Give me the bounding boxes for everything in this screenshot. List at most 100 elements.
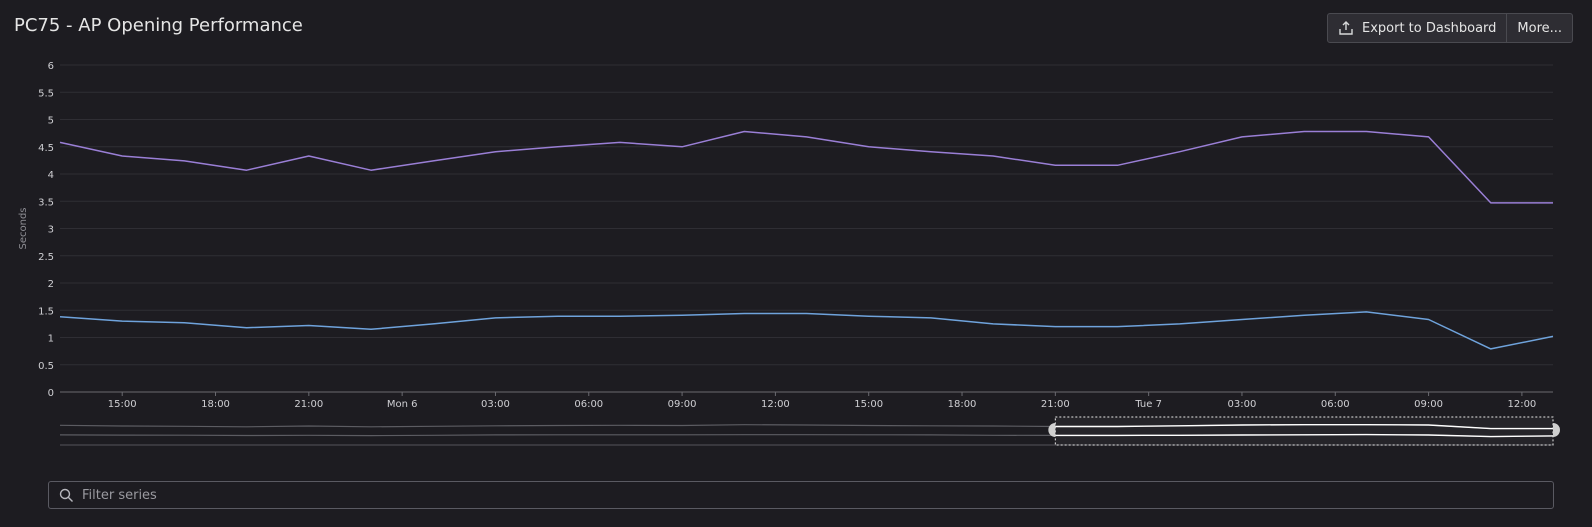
data-point: [307, 154, 311, 158]
export-to-dashboard-button[interactable]: Export to Dashboard: [1328, 14, 1506, 42]
y-tick-label: 6: [48, 61, 54, 72]
series-line-1: [59, 130, 1553, 204]
x-tick-label: Tue 7: [1134, 399, 1162, 410]
x-tick-label: 03:00: [481, 399, 510, 410]
data-point: [929, 316, 933, 320]
data-point: [1427, 318, 1431, 322]
y-tick-label: 2.5: [38, 252, 54, 263]
y-tick-label: 1.5: [38, 306, 54, 317]
x-tick-label: 18:00: [201, 399, 230, 410]
data-point: [1489, 201, 1493, 205]
data-point: [1302, 313, 1306, 317]
x-tick-label: 03:00: [1228, 399, 1257, 410]
navigator-strip: [60, 417, 1553, 445]
x-tick-label: 21:00: [1041, 399, 1070, 410]
data-point: [867, 314, 871, 318]
data-point: [1364, 129, 1368, 133]
x-tick-label: 15:00: [854, 399, 883, 410]
header-actions: Export to Dashboard More...: [1327, 13, 1574, 43]
y-tick-label: 4.5: [38, 143, 54, 154]
data-point: [805, 135, 809, 139]
data-point: [245, 326, 249, 330]
y-tick-label: 0: [48, 388, 54, 399]
filter-series-field[interactable]: [48, 481, 1554, 509]
data-point: [991, 154, 995, 158]
data-point: [369, 168, 373, 172]
y-tick-label: 3.5: [38, 197, 54, 208]
data-point: [307, 324, 311, 328]
data-point: [1178, 322, 1182, 326]
x-tick-label: Mon 6: [387, 399, 418, 410]
series-line-2: [59, 311, 1554, 350]
data-point: [680, 313, 684, 317]
data-point: [1116, 163, 1120, 167]
x-tick-label: 06:00: [574, 399, 603, 410]
x-tick-label: 09:00: [1414, 399, 1443, 410]
data-point: [1053, 325, 1057, 329]
data-point: [58, 315, 62, 319]
data-point: [556, 314, 560, 318]
data-point: [58, 140, 62, 144]
data-point: [493, 150, 497, 154]
data-point: [182, 321, 186, 325]
search-icon: [59, 488, 74, 503]
navigator-handle-left[interactable]: [1048, 423, 1056, 437]
more-button[interactable]: More...: [1506, 14, 1572, 42]
data-point: [182, 159, 186, 163]
data-point: [742, 129, 746, 133]
data-point: [991, 322, 995, 326]
navigator-selection[interactable]: [1054, 416, 1554, 446]
x-tick-label: 18:00: [948, 399, 977, 410]
data-point: [1302, 129, 1306, 133]
data-point: [369, 327, 373, 331]
data-point: [245, 168, 249, 172]
data-point: [431, 159, 435, 163]
y-tick-label: 3: [48, 225, 54, 236]
navigator-selected-series-2: [1055, 433, 1554, 438]
y-tick-label: 0.5: [38, 361, 54, 372]
export-icon: [1338, 20, 1354, 36]
filter-series-input[interactable]: [80, 486, 1484, 504]
y-tick-label: 5: [48, 116, 54, 127]
navigator-handle-right[interactable]: [1553, 423, 1560, 437]
x-tick-label: 21:00: [294, 399, 323, 410]
data-point: [618, 314, 622, 318]
data-point: [618, 140, 622, 144]
data-point: [120, 319, 124, 323]
chart-area: 0 0.5 1 1.5 2 2.5 3 3.5 4 4.5 5 5.5 6 Seconds 15:00 18:…: [0, 56, 1592, 456]
navigator-selected-series-1: [1055, 424, 1553, 430]
data-point: [929, 150, 933, 154]
data-point: [1240, 135, 1244, 139]
y-tick-label: 5.5: [38, 88, 54, 99]
x-tick-label: 06:00: [1321, 399, 1350, 410]
data-point: [1551, 334, 1555, 338]
y-tick-label: 1: [48, 334, 54, 345]
data-point: [1364, 310, 1368, 314]
data-point: [867, 145, 871, 149]
line-chart[interactable]: 0 0.5 1 1.5 2 2.5 3 3.5 4 4.5 5 5.5 6 Seconds 15:00 18:…: [0, 56, 1592, 456]
data-point: [1427, 135, 1431, 139]
data-point: [1489, 347, 1493, 351]
panel-header: PC75 - AP Opening Performance Export to …: [0, 0, 1592, 56]
x-tick-label: 12:00: [1507, 399, 1536, 410]
data-point: [680, 145, 684, 149]
y-tick-label: 2: [48, 279, 54, 290]
data-point: [493, 316, 497, 320]
data-point: [1178, 150, 1182, 154]
x-tick-label: 12:00: [761, 399, 790, 410]
data-point: [742, 312, 746, 316]
x-tick-label: 15:00: [108, 399, 137, 410]
data-point: [431, 322, 435, 326]
data-point: [1240, 318, 1244, 322]
data-point: [556, 145, 560, 149]
y-tick-label: 4: [48, 170, 54, 181]
data-point: [1053, 163, 1057, 167]
data-point: [805, 312, 809, 316]
export-label: Export to Dashboard: [1362, 20, 1497, 36]
data-point: [120, 154, 124, 158]
data-point: [1116, 325, 1120, 329]
x-tick-label: 09:00: [668, 399, 697, 410]
panel-title: PC75 - AP Opening Performance: [14, 15, 303, 36]
y-axis-label: Seconds: [18, 207, 29, 249]
data-point: [1551, 201, 1555, 205]
